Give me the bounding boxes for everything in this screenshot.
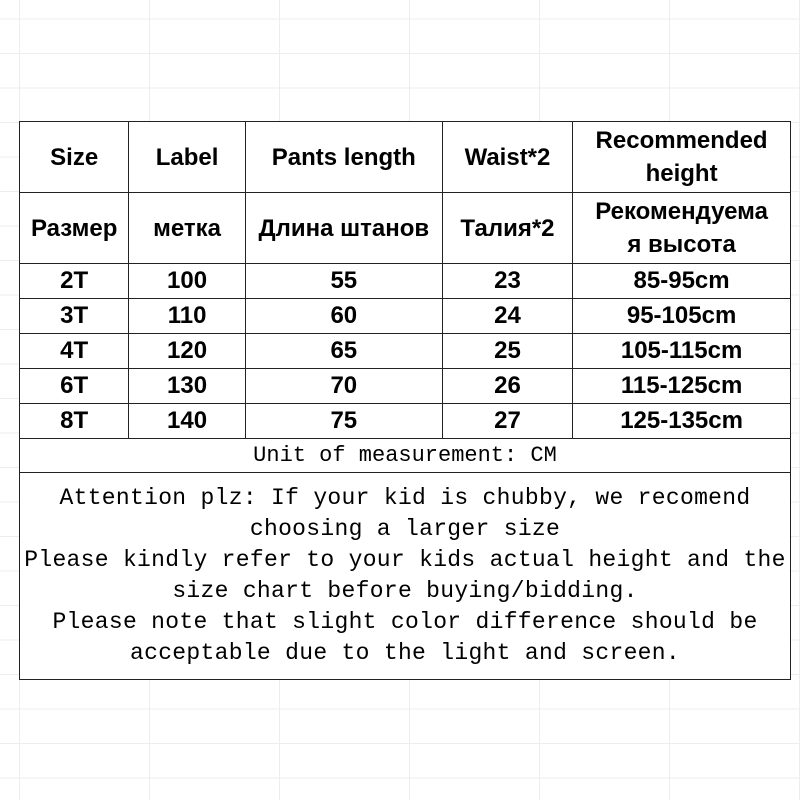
- header-waist-ru: Талия*2: [441, 192, 574, 264]
- cell-height: 105-115cm: [572, 333, 791, 369]
- notes-row: Attention plz: If your kid is chubby, we…: [19, 472, 791, 680]
- cell-waist: 26: [441, 368, 574, 404]
- header-recommended-height-ru: Рекомендуема я высота: [572, 192, 791, 264]
- cell-size: 3T: [18, 298, 130, 334]
- cell-waist: 23: [441, 263, 574, 299]
- cell-waist: 25: [441, 333, 574, 369]
- cell-pants-length: 65: [244, 333, 443, 369]
- header-label: Label: [128, 121, 246, 193]
- note-line: Please kindly refer to your kids actual …: [24, 547, 786, 573]
- cell-pants-length: 60: [244, 298, 443, 334]
- table-row: 4T 120 65 25 105-115cm: [18, 333, 791, 369]
- note-line: Please note that slight color difference…: [52, 609, 758, 635]
- cell-label: 110: [128, 298, 246, 334]
- cell-label: 140: [128, 403, 246, 439]
- cell-label: 100: [128, 263, 246, 299]
- note-line: choosing a larger size: [249, 516, 561, 542]
- cell-waist: 27: [441, 403, 574, 439]
- cell-height: 115-125cm: [572, 368, 791, 404]
- cell-pants-length: 75: [244, 403, 443, 439]
- header-pants-length: Pants length: [244, 121, 443, 193]
- note-line: size chart before buying/bidding.: [172, 578, 638, 604]
- cell-height: 125-135cm: [572, 403, 791, 439]
- header-label-ru: метка: [128, 192, 246, 264]
- cell-height: 95-105cm: [572, 298, 791, 334]
- header-recommended-height: Recommended height: [572, 121, 791, 193]
- notes-cell: Attention plz: If your kid is chubby, we…: [19, 472, 791, 680]
- cell-size: 4T: [18, 333, 130, 369]
- header-pants-length-ru: Длина штанов: [244, 192, 443, 264]
- table-row: 6T 130 70 26 115-125cm: [18, 368, 791, 404]
- header-size-ru: Размер: [18, 192, 130, 264]
- cell-label: 130: [128, 368, 246, 404]
- cell-size: 2T: [18, 263, 130, 299]
- cell-label: 120: [128, 333, 246, 369]
- table-row: 2T 100 55 23 85-95cm: [18, 263, 791, 299]
- header-row-russian: Размер метка Длина штанов Талия*2 Рекоме…: [18, 192, 791, 264]
- header-size: Size: [18, 121, 130, 193]
- cell-height: 85-95cm: [572, 263, 791, 299]
- cell-pants-length: 55: [244, 263, 443, 299]
- cell-pants-length: 70: [244, 368, 443, 404]
- cell-waist: 24: [441, 298, 574, 334]
- size-chart-table: Size Label Pants length Waist*2 Recommen…: [18, 121, 791, 680]
- header-row-english: Size Label Pants length Waist*2 Recommen…: [18, 121, 791, 193]
- unit-row: Unit of measurement: CM: [19, 438, 791, 473]
- cell-size: 8T: [18, 403, 130, 439]
- note-line: Attention plz: If your kid is chubby, we…: [59, 485, 751, 511]
- cell-size: 6T: [18, 368, 130, 404]
- header-waist: Waist*2: [441, 121, 574, 193]
- table-row: 8T 140 75 27 125-135cm: [18, 403, 791, 439]
- note-line: acceptable due to the light and screen.: [130, 640, 680, 666]
- table-row: 3T 110 60 24 95-105cm: [18, 298, 791, 334]
- unit-note: Unit of measurement: CM: [19, 438, 791, 473]
